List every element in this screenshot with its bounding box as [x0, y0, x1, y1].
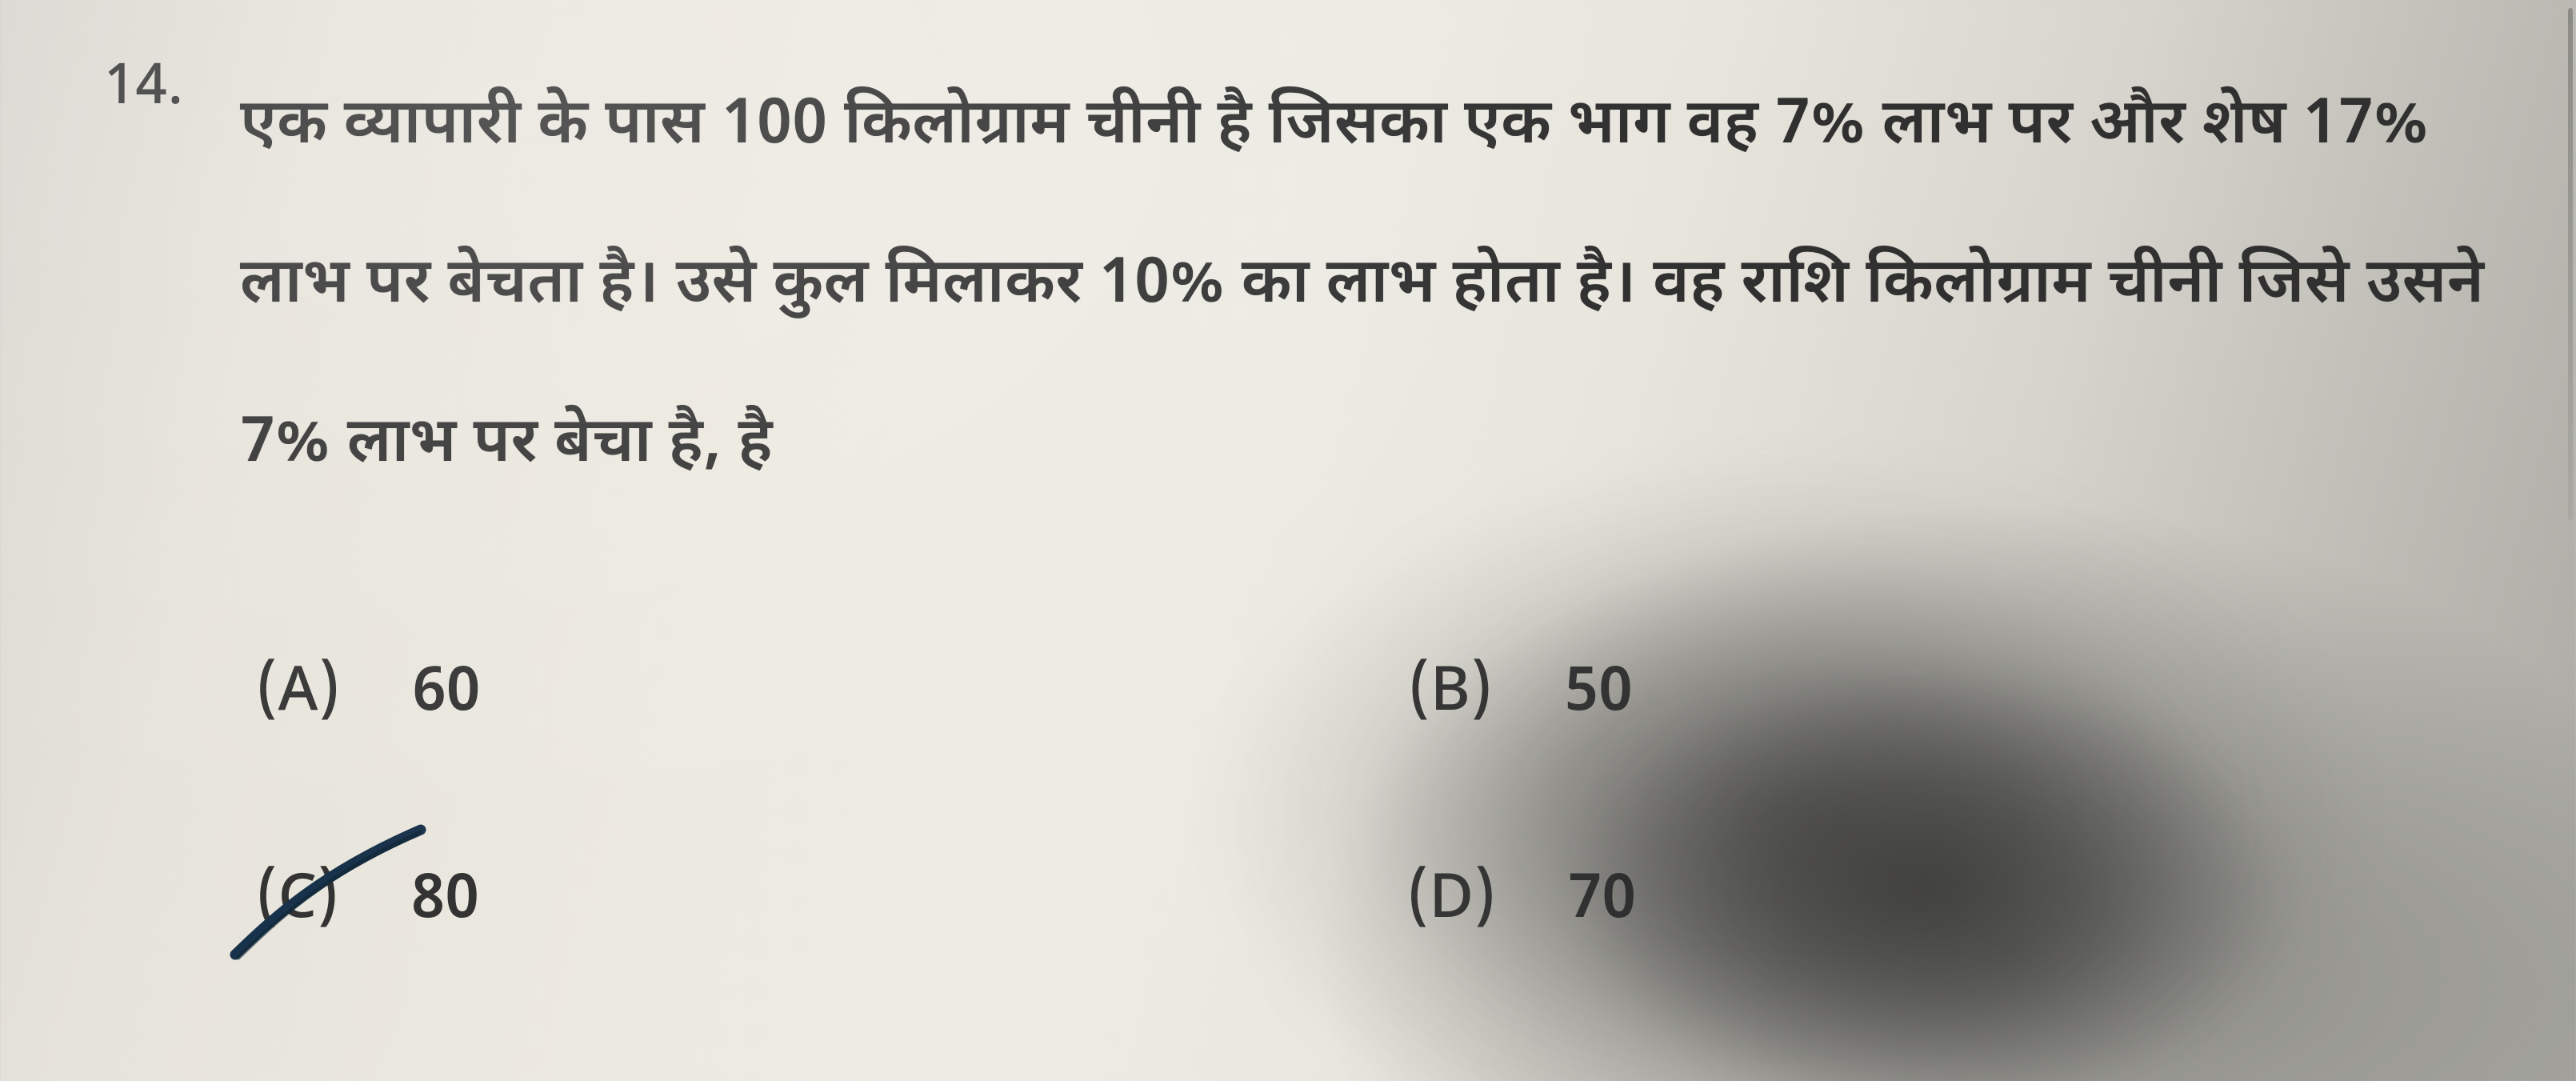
- question-text: एक व्यापारी के पास 100 किलोग्राम चीनी है…: [240, 48, 2528, 526]
- option-a-value: 60: [412, 656, 480, 735]
- question-number: 14.: [88, 48, 184, 126]
- option-b-label: (B): [1408, 656, 1492, 735]
- option-c-value: 80: [411, 863, 479, 943]
- option-b-value: 50: [1564, 656, 1632, 735]
- question-block: 14. एक व्यापारी के पास 100 किलोग्राम चीन…: [88, 48, 2528, 526]
- options-block: (A) 60 (B) 50 (C) 80 (D) 70: [256, 656, 2336, 1071]
- option-b: (B) 50: [1408, 656, 1632, 735]
- option-d-value: 70: [1568, 863, 1636, 943]
- option-c: (C) 80: [256, 863, 479, 943]
- options-row-1: (A) 60 (B) 50: [256, 656, 2336, 735]
- question-row: 14. एक व्यापारी के पास 100 किलोग्राम चीन…: [88, 48, 2528, 526]
- options-row-2: (C) 80 (D) 70: [256, 863, 2336, 943]
- page-right-edge: [2568, 8, 2573, 520]
- option-c-label: (C): [256, 863, 339, 943]
- option-d: (D) 70: [1407, 863, 1636, 943]
- option-a: (A) 60: [256, 656, 480, 735]
- option-a-label: (A): [256, 656, 340, 735]
- option-d-label: (D): [1407, 863, 1496, 943]
